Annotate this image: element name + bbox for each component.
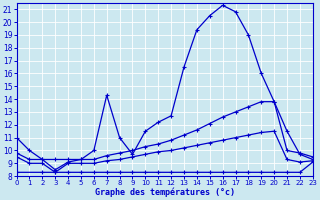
X-axis label: Graphe des températures (°c): Graphe des températures (°c) (95, 188, 235, 197)
